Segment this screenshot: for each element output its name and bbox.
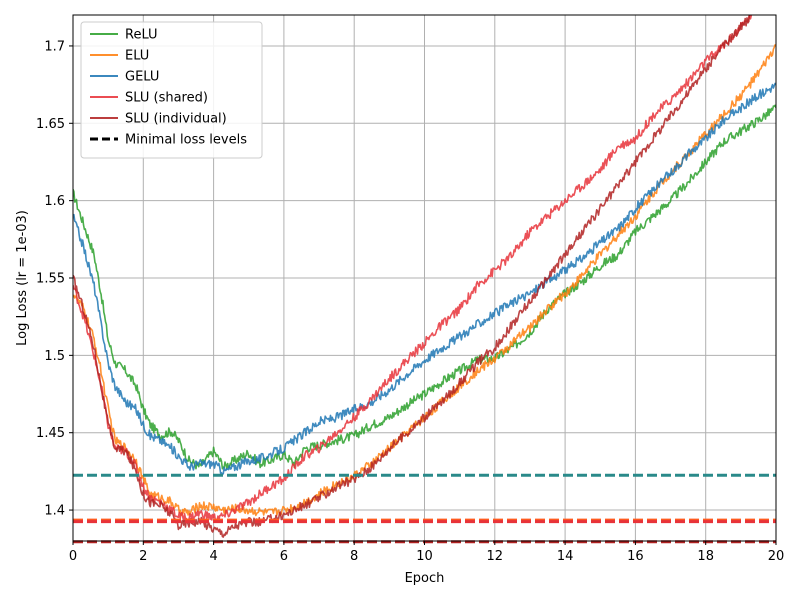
legend-label: Minimal loss levels — [125, 133, 247, 148]
y-tick-label: 1.4 — [44, 504, 65, 519]
y-axis-ticks: 1.4 1.45 1.5 1.55 1.6 1.65 1.7 — [36, 39, 73, 519]
legend-label: GELU — [125, 70, 159, 85]
y-axis-label: Log Loss (lr = 1e-03) — [15, 210, 30, 346]
y-tick-label: 1.7 — [44, 39, 65, 54]
y-tick-label: 1.5 — [44, 349, 65, 364]
y-tick-label: 1.45 — [36, 426, 65, 441]
legend-label: SLU (shared) — [125, 91, 208, 106]
x-tick-label: 16 — [627, 549, 644, 564]
x-tick-label: 6 — [280, 549, 288, 564]
y-tick-label: 1.65 — [36, 117, 65, 132]
x-tick-label: 10 — [416, 549, 433, 564]
legend-label: SLU (individual) — [125, 112, 227, 127]
series-line-gelu — [73, 82, 776, 476]
x-tick-label: 12 — [487, 549, 504, 564]
legend-label: ReLU — [125, 28, 158, 43]
x-tick-label: 14 — [557, 549, 574, 564]
y-tick-label: 1.6 — [44, 194, 65, 209]
x-tick-label: 18 — [697, 549, 714, 564]
x-axis-label: Epoch — [405, 571, 445, 586]
x-tick-label: 20 — [768, 549, 785, 564]
legend: ReLU ELU GELU SLU (shared) SLU (individual) M… — [80, 21, 263, 159]
x-tick-label: 0 — [69, 549, 77, 564]
x-tick-label: 8 — [350, 549, 358, 564]
x-axis-ticks: 0 2 4 6 8 10 12 14 16 18 20 — [69, 541, 784, 564]
legend-label: ELU — [125, 49, 149, 64]
x-tick-label: 2 — [139, 549, 147, 564]
series-line-slu-shared — [73, 15, 753, 523]
series-line-relu — [73, 104, 776, 470]
x-tick-label: 4 — [209, 549, 217, 564]
legend-box — [80, 21, 263, 159]
y-tick-label: 1.55 — [36, 272, 65, 287]
